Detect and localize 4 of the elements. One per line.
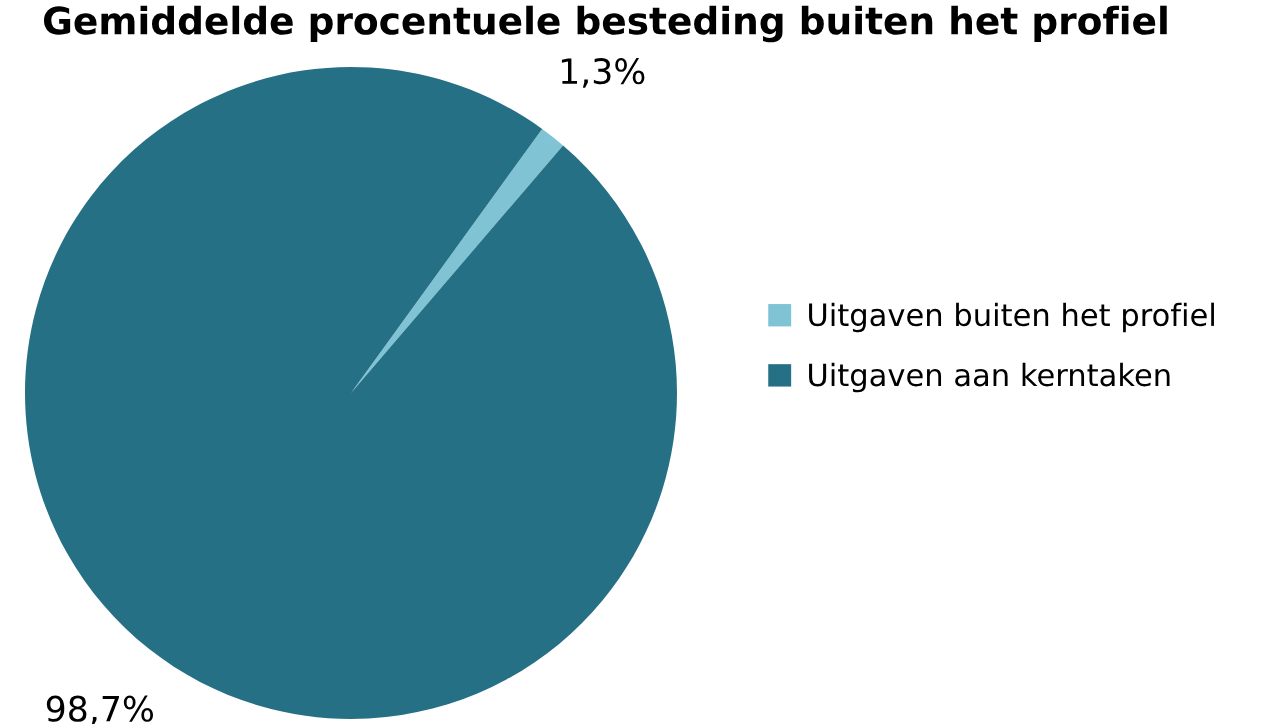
data-label: 1,3%: [561, 58, 645, 88]
chart-title: Gemiddelde procentuele besteding buiten het profiel: [44, 5, 1167, 43]
legend-label: Uitgaven buiten het profiel: [809, 302, 1214, 333]
legend-label: Uitgaven aan kerntaken: [809, 362, 1170, 393]
